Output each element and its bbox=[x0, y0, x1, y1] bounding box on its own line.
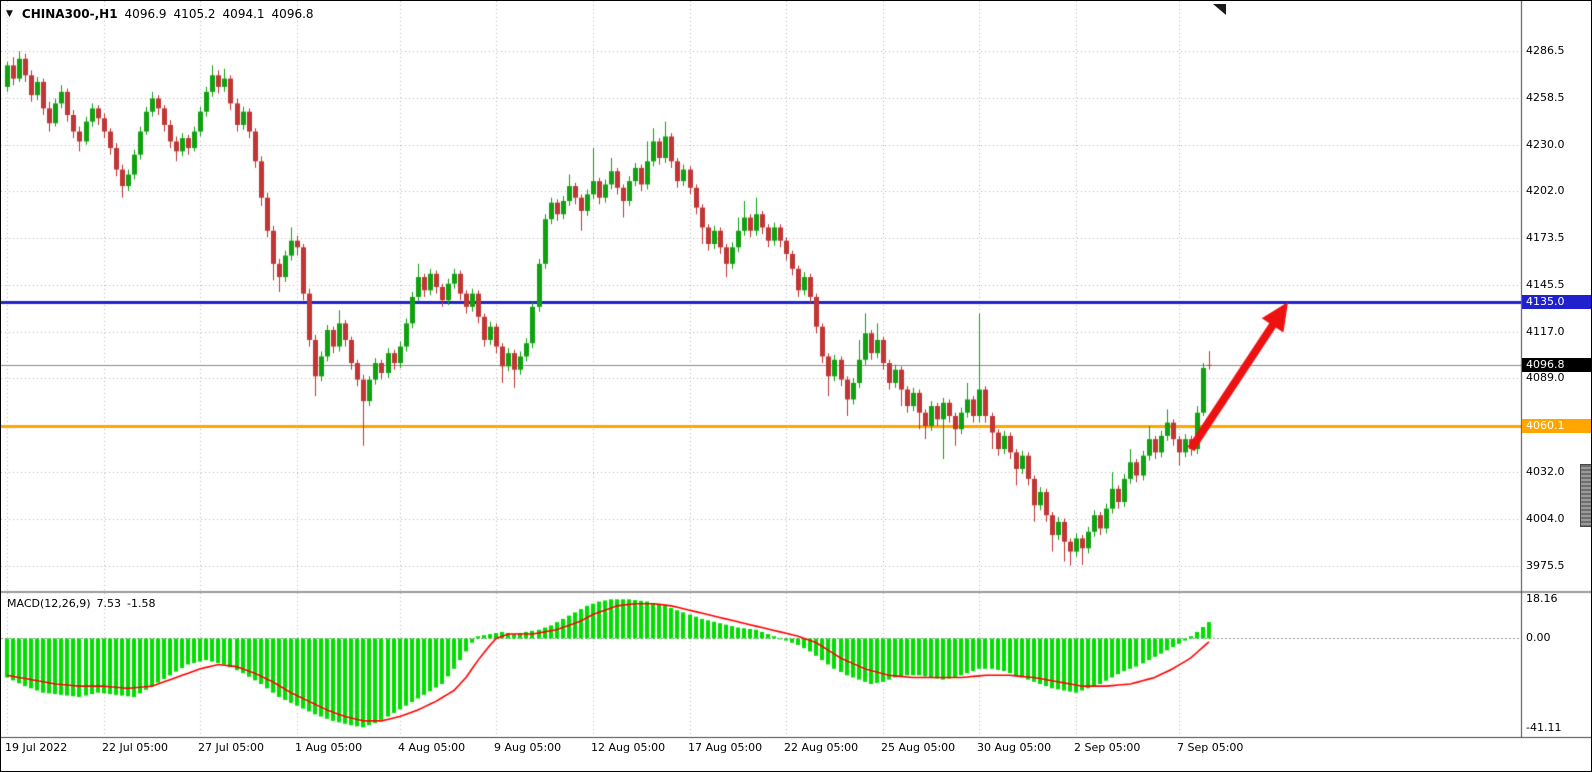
hline-price-badge-orange: 4060.1 bbox=[1522, 419, 1591, 433]
current-price-badge: 4096.8 bbox=[1522, 358, 1591, 372]
time-axis-label: 4 Aug 05:00 bbox=[398, 741, 466, 754]
chart-title-bar: ▼ CHINA300-,H1 4096.9 4105.2 4094.1 4096… bbox=[6, 7, 314, 21]
price-axis-label: 4173.5 bbox=[1526, 231, 1565, 244]
price-axis-label: 4286.5 bbox=[1526, 44, 1565, 57]
price-axis-scrollbar-thumb[interactable] bbox=[1580, 464, 1591, 527]
open-value: 4096.9 bbox=[124, 7, 167, 21]
macd-axis-label: -41.11 bbox=[1526, 721, 1562, 734]
macd-indicator-label: MACD(12,26,9) 7.53 -1.58 bbox=[7, 597, 156, 610]
macd-main-value: 7.53 bbox=[96, 597, 122, 610]
time-axis-label: 2 Sep 05:00 bbox=[1074, 741, 1141, 754]
chart-shift-marker-icon[interactable] bbox=[1213, 4, 1226, 15]
price-axis-label: 4032.0 bbox=[1526, 465, 1565, 478]
close-value: 4096.8 bbox=[271, 7, 314, 21]
macd-signal-value: -1.58 bbox=[127, 597, 156, 610]
price-axis-label: 4145.5 bbox=[1526, 278, 1565, 291]
price-axis-label: 4089.0 bbox=[1526, 371, 1565, 384]
time-axis-label: 17 Aug 05:00 bbox=[688, 741, 763, 754]
price-axis-label: 4258.5 bbox=[1526, 91, 1565, 104]
time-axis-label: 12 Aug 05:00 bbox=[591, 741, 666, 754]
high-value: 4105.2 bbox=[173, 7, 216, 21]
hline-price-badge-blue: 4135.0 bbox=[1522, 295, 1591, 309]
price-axis-label: 4004.0 bbox=[1526, 512, 1565, 525]
macd-axis-label: 0.00 bbox=[1526, 631, 1551, 644]
symbol-timeframe-label: CHINA300-,H1 bbox=[21, 7, 118, 21]
time-axis-label: 9 Aug 05:00 bbox=[494, 741, 562, 754]
time-axis-label: 19 Jul 2022 bbox=[5, 741, 68, 754]
collapse-triangle-icon[interactable]: ▼ bbox=[6, 9, 13, 19]
time-axis-label: 25 Aug 05:00 bbox=[881, 741, 956, 754]
price-axis-label: 4230.0 bbox=[1526, 138, 1565, 151]
time-axis-label: 27 Jul 05:00 bbox=[198, 741, 264, 754]
macd-axis-label: 18.16 bbox=[1526, 592, 1558, 605]
low-value: 4094.1 bbox=[222, 7, 265, 21]
time-axis-label: 22 Jul 05:00 bbox=[102, 741, 168, 754]
time-axis-label: 22 Aug 05:00 bbox=[784, 741, 859, 754]
time-axis-label: 1 Aug 05:00 bbox=[295, 741, 363, 754]
price-axis-label: 3975.5 bbox=[1526, 559, 1565, 572]
price-axis-label: 4117.0 bbox=[1526, 325, 1565, 338]
price-axis-label: 4202.0 bbox=[1526, 184, 1565, 197]
time-axis-label: 30 Aug 05:00 bbox=[977, 741, 1052, 754]
time-axis-label: 7 Sep 05:00 bbox=[1177, 741, 1244, 754]
macd-name: MACD(12,26,9) bbox=[7, 597, 91, 610]
